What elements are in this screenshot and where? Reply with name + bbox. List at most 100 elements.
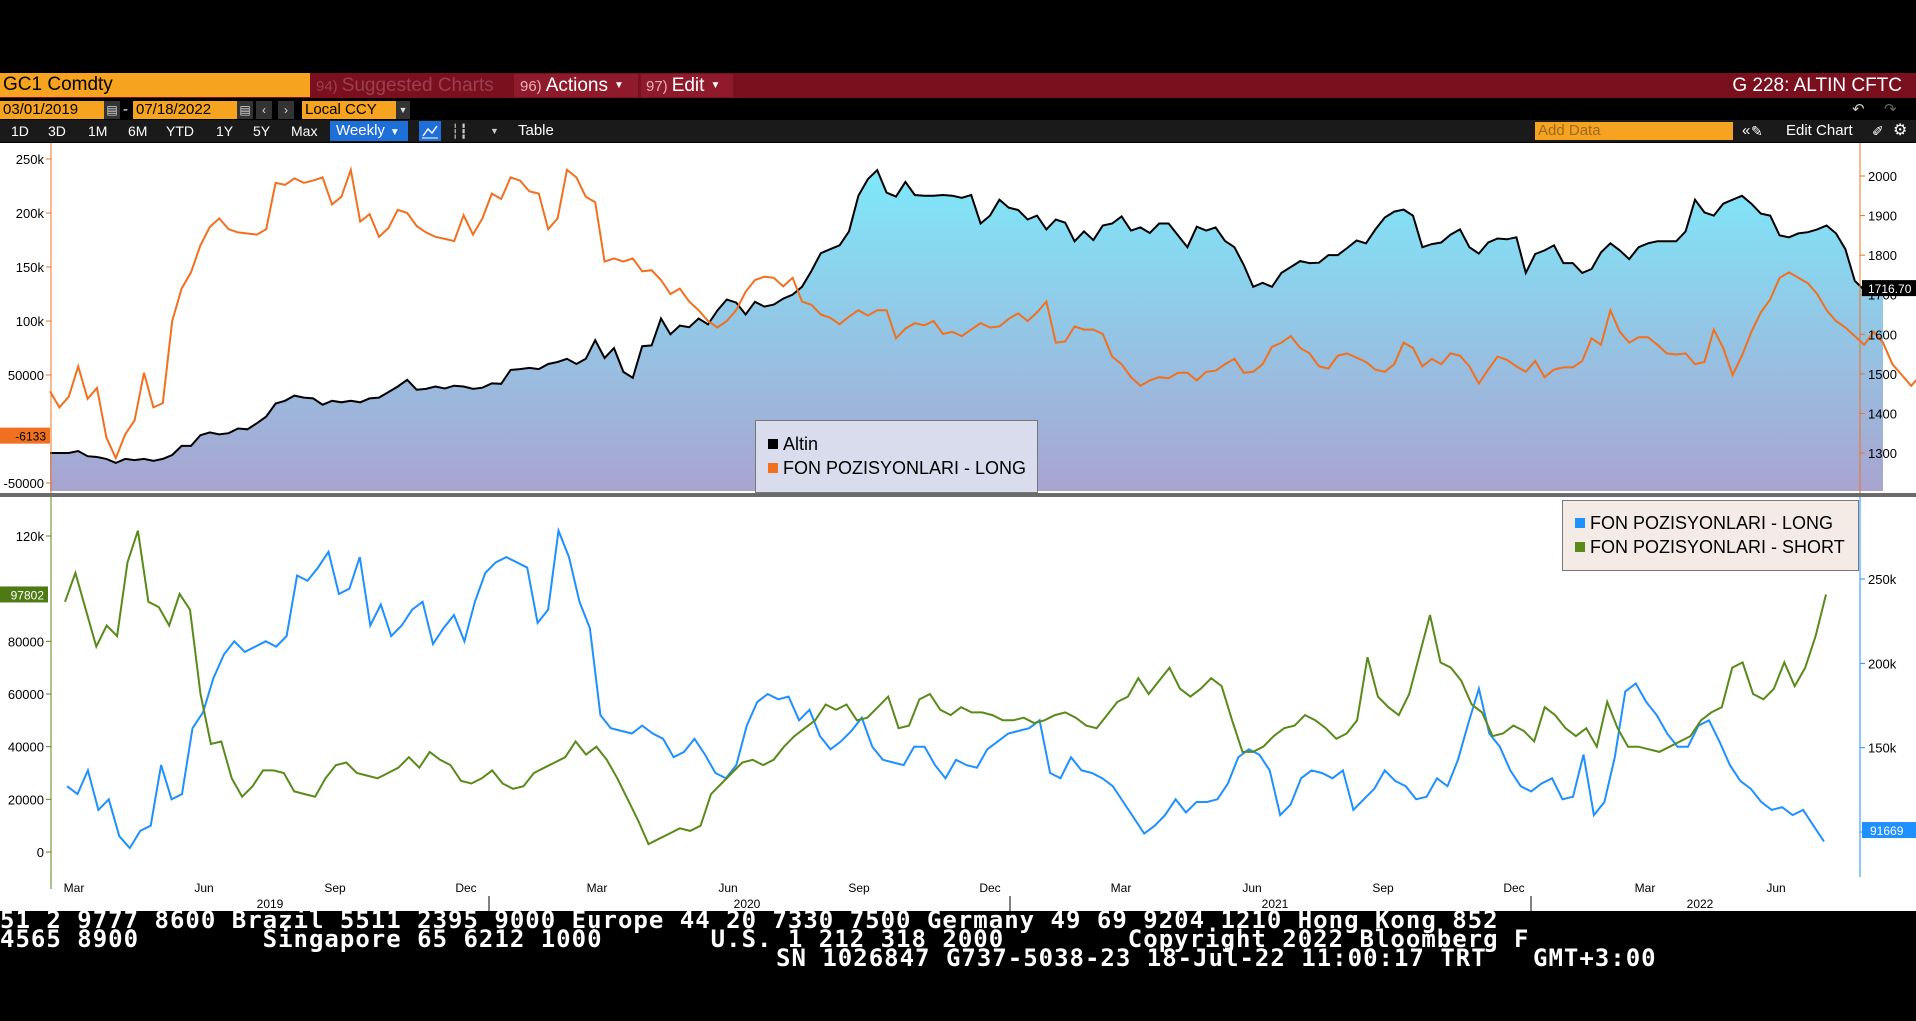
month-label: Sep [848, 881, 870, 895]
line-chart-icon[interactable] [419, 121, 441, 141]
right-tick-label: 1800 [1868, 248, 1897, 263]
year-label: 2020 [734, 897, 761, 911]
left-value-marker [0, 586, 48, 603]
left-tick-label: 100k [16, 314, 45, 329]
calendar-icon[interactable]: ▤ [104, 101, 120, 119]
range-max[interactable]: Max [291, 123, 318, 139]
left-tick-label: 40000 [8, 740, 44, 755]
actions-button[interactable]: 96) Actions ▼ [520, 73, 624, 98]
legend-label: FON POZISYONLARI - LONG [1590, 513, 1834, 533]
left-tick-label: 80000 [8, 634, 44, 649]
right-tick-label: 1900 [1868, 209, 1897, 224]
pencil-icon[interactable]: ✎ [1751, 123, 1763, 139]
left-tick-label: -50000 [4, 476, 44, 491]
date-separator: - [123, 101, 128, 118]
range-ytd[interactable]: YTD [166, 123, 194, 139]
security-input[interactable]: GC1 Comdty [0, 73, 310, 97]
collapse-icon[interactable]: « [1742, 122, 1751, 139]
range-3d[interactable]: 3D [48, 123, 66, 139]
left-tick-label: 50000 [8, 368, 44, 383]
actions-number: 96) [520, 78, 542, 95]
left-value-marker-label: -6133 [15, 430, 46, 444]
left-tick-label: 150k [16, 260, 45, 275]
right-tick-label: 1300 [1868, 446, 1897, 461]
range-5y[interactable]: 5Y [253, 123, 271, 139]
top-legend: Altin FON POZISYONLARI - LONG [755, 420, 1038, 493]
long-positions-line-orange [49, 165, 1916, 461]
caret-down-icon[interactable]: ▼ [490, 126, 499, 136]
year-label: 2022 [1687, 897, 1714, 911]
altin-area-layer [50, 170, 1883, 491]
caret-down-icon: ▼ [614, 80, 624, 92]
month-label: Sep [1372, 881, 1394, 895]
end-date-input[interactable]: 07/18/2022 [133, 101, 239, 119]
chevron-right-icon[interactable]: › [278, 101, 294, 119]
month-label: Jun [718, 881, 737, 895]
time-axis-background [0, 877, 1916, 911]
month-label: Jun [194, 881, 213, 895]
date-bar [0, 100, 1916, 120]
left-tick-label: 200k [16, 206, 45, 221]
table-button[interactable]: Table [518, 122, 554, 139]
chart1-series-layer [49, 165, 1916, 464]
altin-line [50, 168, 1884, 464]
add-data-input[interactable]: Add Data [1535, 122, 1733, 140]
edit-button[interactable]: 97) Edit ▼ [646, 73, 720, 98]
time-axis: Mar Jun Sep Dec Mar Jun Sep Dec Mar Jun Sep Dec Mar J… [0, 877, 1916, 911]
suggested-number: 94) [316, 78, 338, 95]
month-label: Sep [324, 881, 346, 895]
chart2-axes: 120k800006000040000200000250k200k150k100… [0, 497, 1916, 877]
range-1y[interactable]: 1Y [216, 123, 234, 139]
right-tick-label: 200k [1868, 656, 1897, 671]
legend-swatch [1575, 542, 1585, 552]
right-value-marker [1862, 822, 1916, 839]
candlestick-icon[interactable]: ┆┇ [451, 123, 468, 139]
legend-swatch [768, 463, 778, 473]
year-label: 2021 [1262, 897, 1289, 911]
undo-icon[interactable]: ↶ [1852, 101, 1865, 118]
currency-select[interactable]: Local CCY ▼ [302, 101, 410, 119]
altin-area [50, 170, 1883, 491]
legend-label: FON POZISYONLARI - LONG [783, 458, 1027, 478]
right-value-marker-label: 91669 [1870, 824, 1904, 838]
range-6m[interactable]: 6M [128, 123, 148, 139]
bottom-legend: FON POZISYONLARI - LONG FON POZISYONLARI… [1562, 500, 1859, 571]
month-label: Jun [1766, 881, 1785, 895]
range-bar [0, 120, 1916, 142]
edit-chart-button[interactable]: Edit Chart [1786, 122, 1853, 139]
redo-icon[interactable]: ↷ [1884, 101, 1897, 118]
month-label: Jun [1242, 881, 1261, 895]
actions-label: Actions [545, 75, 608, 96]
chart2-series-layer [64, 526, 1827, 850]
range-1m[interactable]: 1M [88, 123, 108, 139]
range-1d[interactable]: 1D [11, 123, 29, 139]
frequency-select[interactable]: Weekly ▼ [330, 121, 408, 141]
panel-divider[interactable] [0, 493, 1916, 497]
chevron-left-icon[interactable]: ‹ [256, 101, 272, 119]
month-label: Mar [1635, 881, 1656, 895]
edit-label: Edit [671, 75, 705, 96]
month-label: Mar [1111, 881, 1132, 895]
left-value-marker [0, 427, 50, 444]
caret-down-icon: ▼ [389, 127, 400, 138]
time-axis-labels: Mar Jun Sep Dec Mar Jun Sep Dec Mar Jun Sep Dec Mar J… [50, 877, 1786, 911]
suggested-charts-button[interactable]: 94) Suggested Charts [316, 73, 494, 98]
left-tick-label: 20000 [8, 792, 44, 807]
legend-item-long: FON POZISYONLARI - LONG [1563, 511, 1858, 535]
legend-swatch [768, 439, 778, 449]
annotate-icon[interactable]: ✐ [1872, 123, 1884, 139]
right-tick-label: 1500 [1868, 367, 1897, 382]
month-label: Dec [1503, 881, 1524, 895]
long-positions-line-blue [66, 526, 1825, 850]
calendar-icon[interactable]: ▤ [237, 101, 253, 119]
gear-icon[interactable]: ⚙ [1893, 122, 1908, 139]
legend-item-long: FON POZISYONLARI - LONG [756, 456, 1037, 480]
start-date-input[interactable]: 03/01/2019 [0, 101, 106, 119]
command-bar [0, 73, 1916, 98]
legend-label: Altin [783, 434, 819, 454]
frequency-value: Weekly [336, 122, 385, 139]
caret-down-icon: ▼ [710, 80, 721, 92]
left-tick-label: 60000 [8, 687, 44, 702]
left-tick-label: 120k [16, 529, 45, 544]
suggested-label: Suggested Charts [341, 75, 494, 96]
